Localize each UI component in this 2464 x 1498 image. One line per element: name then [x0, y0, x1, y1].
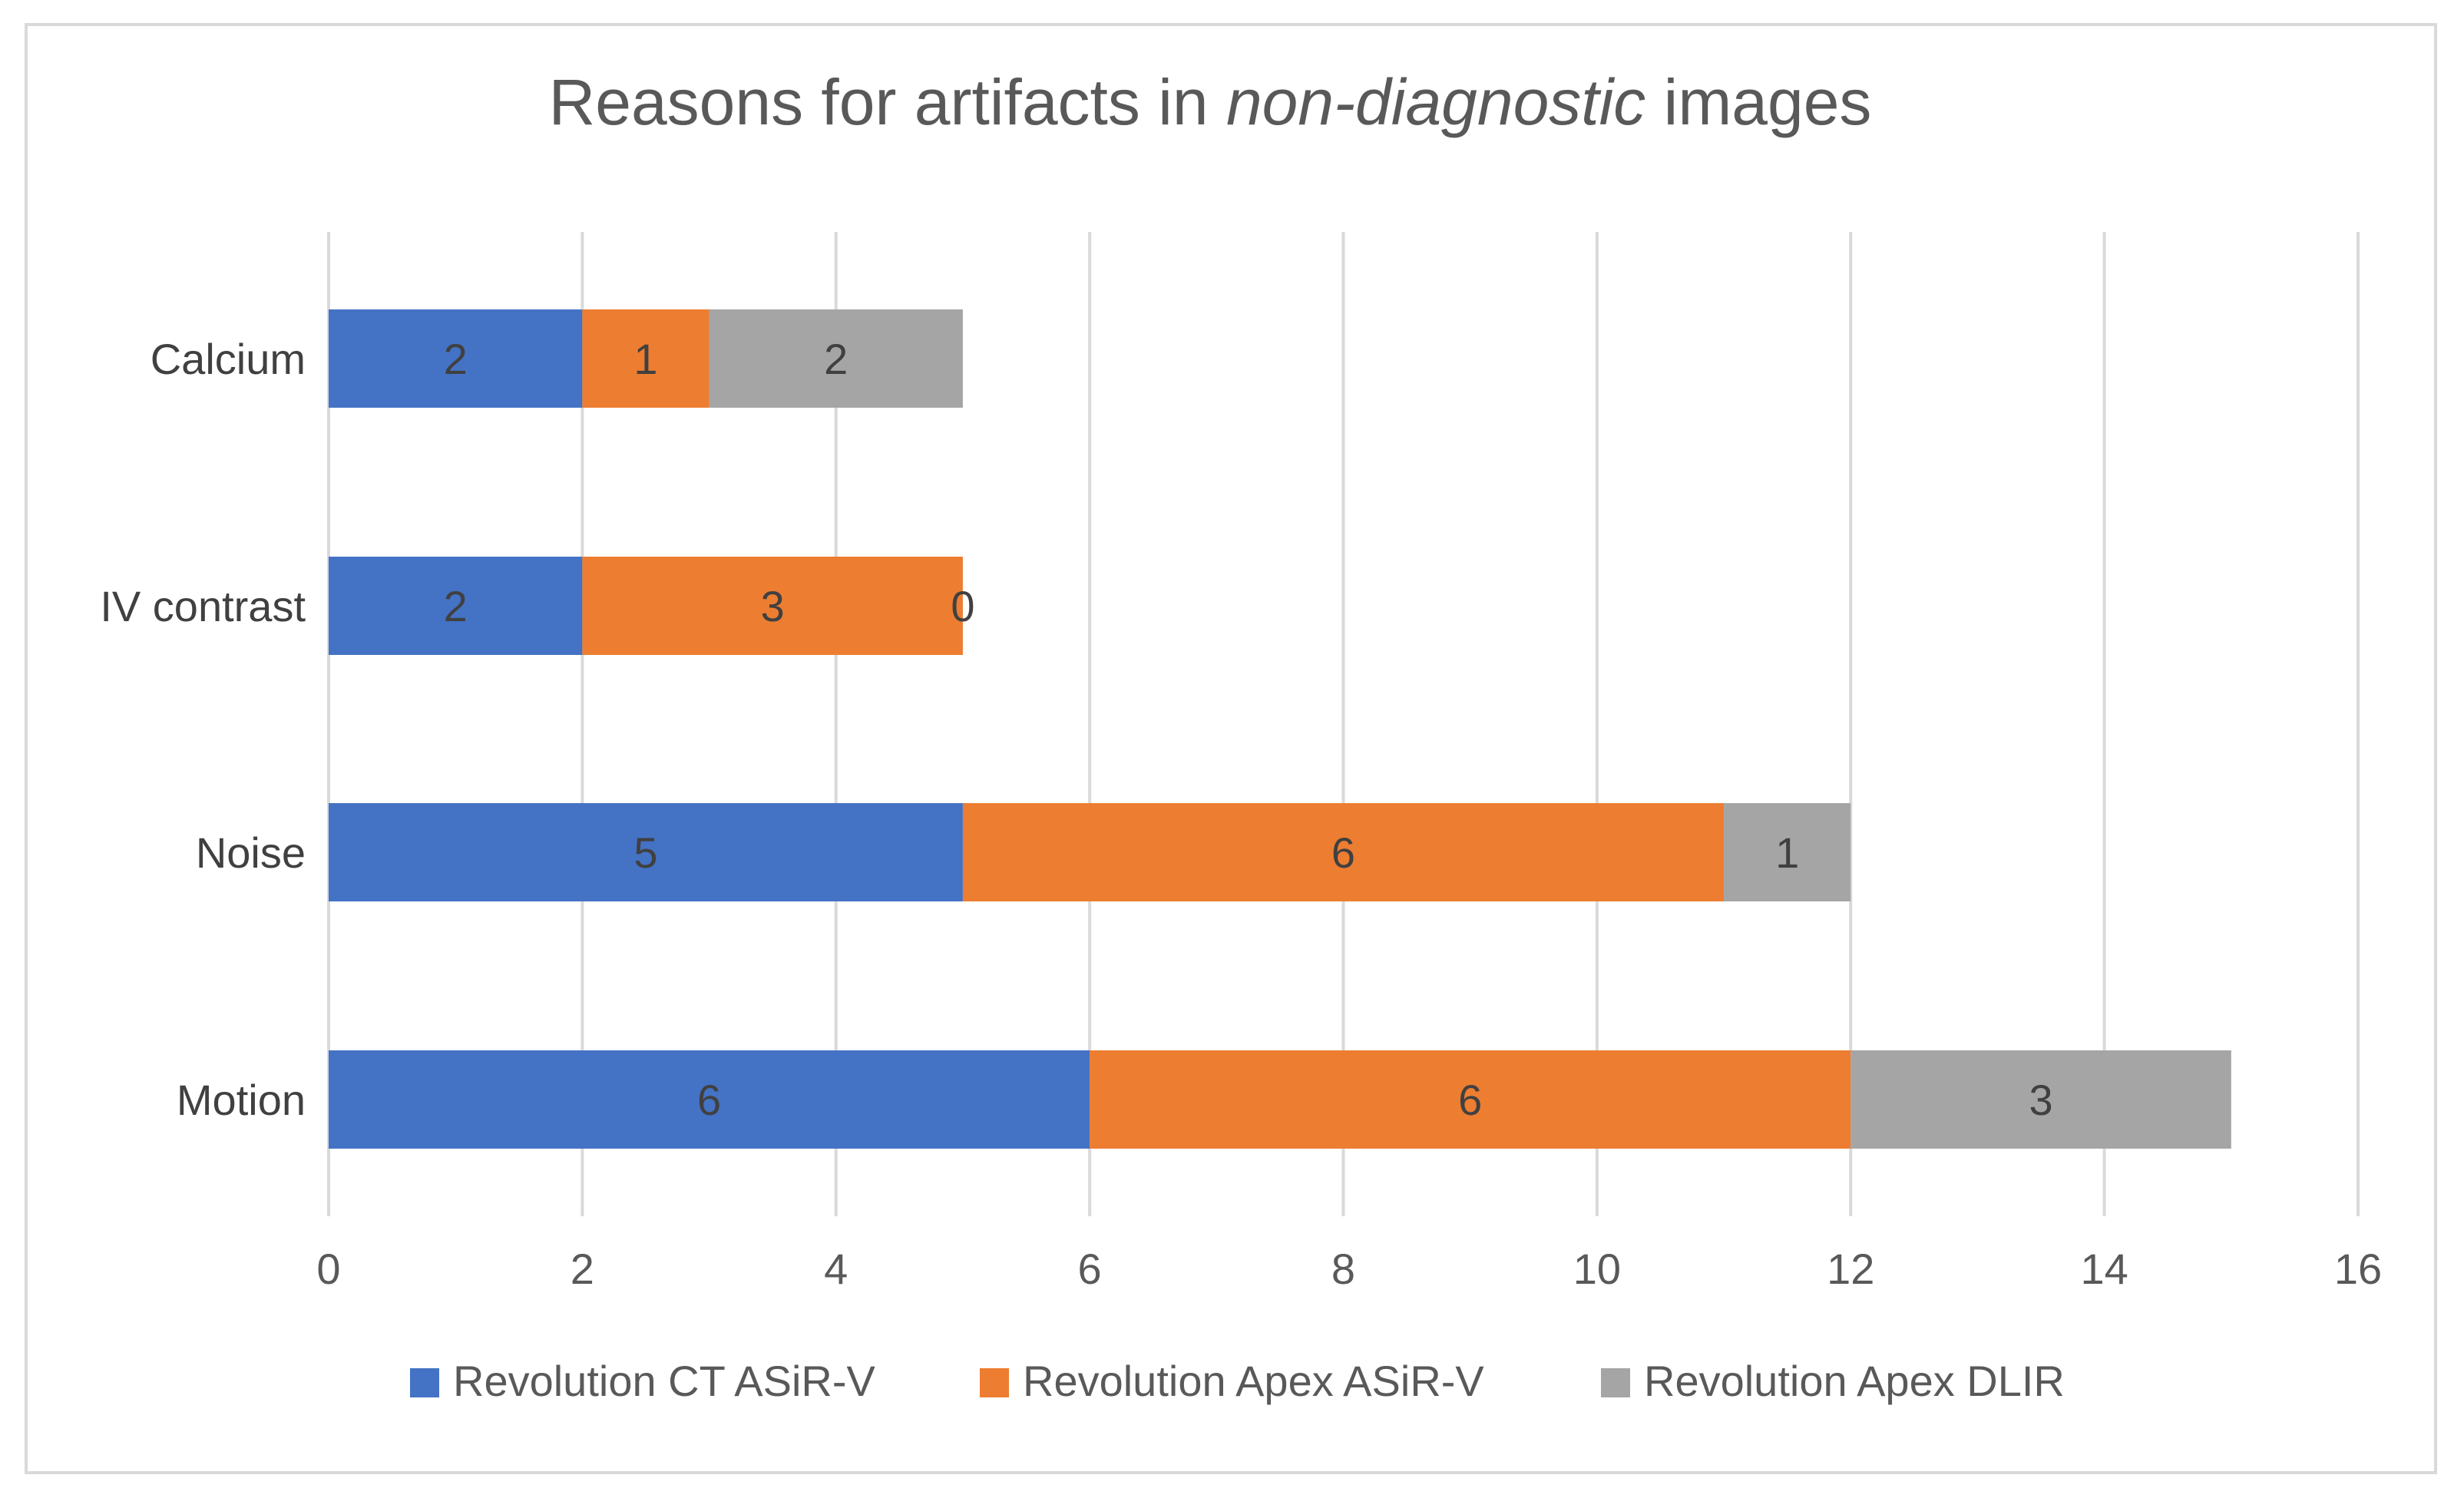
- tick-label-12: 12: [1827, 1245, 1874, 1293]
- data-label-noise-series-3: 1: [1775, 828, 1799, 877]
- category-label-calcium: Calcium: [150, 335, 306, 383]
- legend-label-3: Revolution Apex DLIR: [1644, 1357, 2065, 1405]
- bar-noise-series-2: [962, 803, 1725, 901]
- legend-label-1: Revolution CT ASiR-V: [453, 1357, 876, 1405]
- data-label-calcium-series-3: 2: [824, 335, 848, 383]
- data-label-iv-contrast-series-3: 0: [951, 582, 974, 630]
- bar-noise-series-3: [1724, 803, 1851, 901]
- value-axis: 0 2 4 6 8 10 12 14 16: [316, 1245, 2382, 1293]
- data-label-motion-series-3: 3: [2029, 1076, 2052, 1124]
- bar-calcium-series-2: [582, 309, 709, 408]
- legend-label-2: Revolution Apex ASiR-V: [1023, 1357, 1484, 1405]
- legend-swatch-3: [1601, 1368, 1630, 1397]
- tick-label-0: 0: [316, 1245, 340, 1293]
- data-labels: 2 1 2 2 3 0 5 6 1 6 6 3: [444, 335, 2053, 1124]
- data-label-iv-contrast-series-2: 3: [761, 582, 785, 630]
- bars: [329, 309, 2231, 1149]
- tick-label-10: 10: [1573, 1245, 1621, 1293]
- category-axis: Calcium IV contrast Noise Motion: [100, 335, 306, 1124]
- chart-title-part-3: images: [1645, 66, 1871, 138]
- chart-title-part-2: non-diagnostic: [1226, 66, 1645, 138]
- data-label-motion-series-2: 6: [1458, 1076, 1482, 1124]
- chart-title-part-1: Reasons for artifacts in: [549, 66, 1226, 138]
- bar-calcium-series-3: [709, 309, 963, 408]
- data-label-noise-series-1: 5: [633, 828, 657, 877]
- bar-noise-series-1: [329, 803, 963, 901]
- chart-frame: Reasons for artifacts in non-diagnostic …: [25, 23, 2437, 1474]
- legend-swatch-1: [410, 1368, 439, 1397]
- data-label-iv-contrast-series-1: 2: [444, 582, 468, 630]
- tick-label-6: 6: [1078, 1245, 1102, 1293]
- tick-label-2: 2: [571, 1245, 594, 1293]
- tick-label-16: 16: [2334, 1245, 2382, 1293]
- bar-iv-contrast-series-2: [582, 557, 963, 655]
- bar-calcium-series-1: [329, 309, 583, 408]
- bar-iv-contrast-series-1: [329, 557, 583, 655]
- category-label-iv-contrast: IV contrast: [100, 582, 306, 630]
- legend-swatch-2: [980, 1368, 1009, 1397]
- category-label-motion: Motion: [177, 1076, 306, 1124]
- tick-label-14: 14: [2080, 1245, 2128, 1293]
- tick-label-4: 4: [824, 1245, 848, 1293]
- bar-motion-series-1: [329, 1050, 1090, 1149]
- data-label-calcium-series-2: 1: [633, 335, 657, 383]
- data-label-noise-series-2: 6: [1331, 828, 1355, 877]
- data-label-calcium-series-1: 2: [444, 335, 468, 383]
- bar-motion-series-2: [1090, 1050, 1851, 1149]
- category-label-noise: Noise: [196, 828, 306, 877]
- chart-svg: Reasons for artifacts in non-diagnostic …: [100, 66, 2382, 1405]
- bar-motion-series-3: [1850, 1050, 2231, 1149]
- legend: Revolution CT ASiR-V Revolution Apex ASiR…: [410, 1357, 2065, 1405]
- tick-label-8: 8: [1331, 1245, 1355, 1293]
- data-label-motion-series-1: 6: [697, 1076, 721, 1124]
- chart-title: Reasons for artifacts in non-diagnostic …: [549, 66, 1872, 138]
